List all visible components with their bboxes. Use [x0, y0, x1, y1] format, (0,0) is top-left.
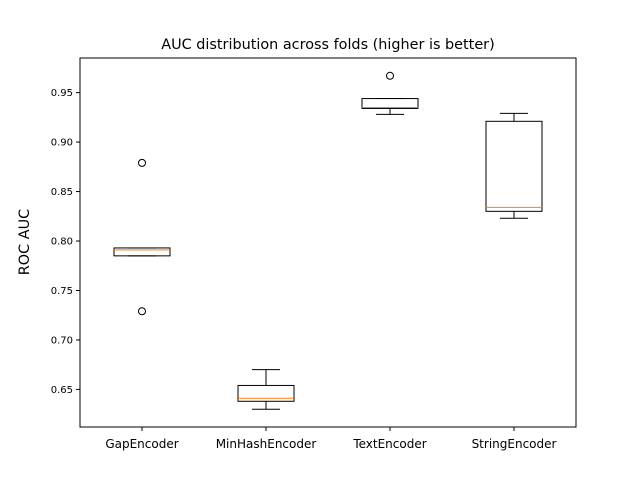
y-axis: 0.65 0.70 0.75 0.80 0.85 0.90 0.95 [51, 88, 80, 396]
y-tick-label: 0.85 [51, 187, 73, 198]
outlier-point [386, 71, 394, 80]
box [361, 98, 419, 109]
box-group [485, 112, 543, 219]
box [485, 120, 543, 212]
chart-title: AUC distribution across folds (higher is… [161, 37, 494, 53]
x-tick-label: StringEncoder [472, 437, 557, 451]
box [113, 247, 171, 257]
box-group [361, 71, 419, 115]
box-group [113, 158, 171, 316]
x-axis: GapEncoder MinHashEncoder TextEncoder Strin… [105, 427, 557, 451]
box-group [237, 369, 295, 410]
axes-frame [79, 57, 577, 428]
y-tick-label: 0.70 [51, 335, 73, 346]
x-tick-label: MinHashEncoder [216, 437, 317, 451]
y-axis-label: ROC AUC [17, 209, 33, 275]
outlier-point [138, 158, 146, 167]
plot-area [113, 71, 543, 410]
y-tick-label: 0.65 [51, 385, 73, 396]
box [237, 384, 295, 402]
y-tick-label: 0.75 [51, 286, 73, 297]
y-tick-label: 0.90 [51, 138, 73, 149]
x-tick-label: TextEncoder [352, 437, 426, 451]
outlier-point [138, 307, 146, 316]
y-tick-label: 0.95 [51, 88, 73, 99]
x-tick-label: GapEncoder [105, 437, 178, 451]
y-tick-label: 0.80 [51, 237, 73, 248]
